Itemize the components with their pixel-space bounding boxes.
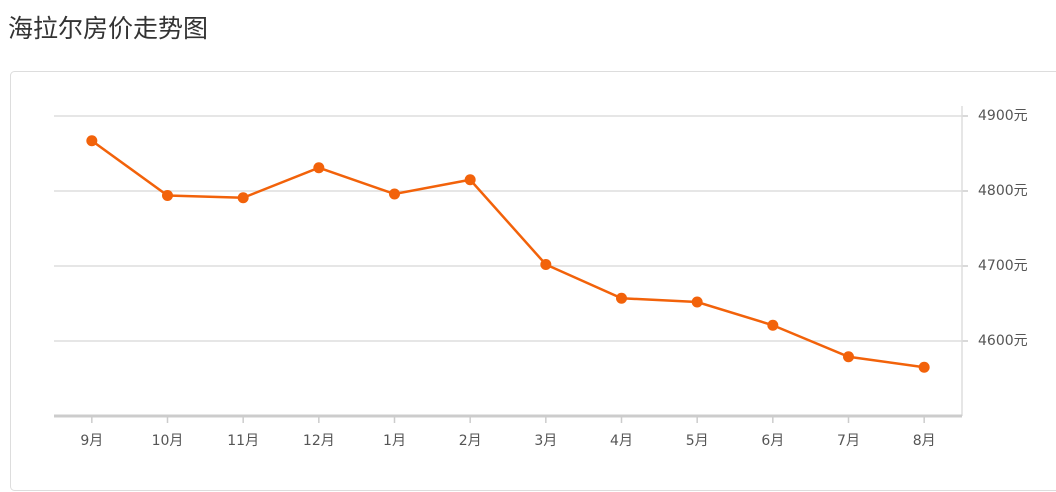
x-tick-label: 5月 <box>686 433 709 449</box>
chart-title: 海拉尔房价走势图 <box>8 14 208 43</box>
point <box>389 188 400 200</box>
x-tick-label: 11月 <box>227 433 259 449</box>
point <box>162 190 173 201</box>
point <box>313 162 325 174</box>
point <box>86 135 98 147</box>
x-tick-label: 6月 <box>761 433 784 449</box>
point <box>918 361 930 373</box>
point <box>540 259 552 270</box>
x-tick-label: 7月 <box>837 433 860 449</box>
x-tick-label: 1月 <box>383 433 406 449</box>
x-tick-label: 9月 <box>80 433 103 449</box>
x-tick-label: 8月 <box>913 433 936 449</box>
point <box>843 351 854 363</box>
y-tick-label: 4700元 <box>978 258 1028 274</box>
x-tick-label: 10月 <box>152 433 184 449</box>
point <box>691 296 703 308</box>
x-tick-label: 2月 <box>459 433 482 449</box>
chart-card <box>10 71 1056 491</box>
x-tick-label: 3月 <box>534 433 557 449</box>
point <box>616 292 627 304</box>
x-tick-label: 4月 <box>610 433 633 449</box>
y-tick-label: 4800元 <box>978 183 1028 199</box>
x-tick-label: 12月 <box>303 433 335 449</box>
point <box>237 192 249 204</box>
line <box>91 139 925 369</box>
y-tick-label: 4900元 <box>978 108 1028 124</box>
point <box>464 174 476 186</box>
y-tick-label: 4600元 <box>978 333 1028 349</box>
point <box>767 319 779 331</box>
